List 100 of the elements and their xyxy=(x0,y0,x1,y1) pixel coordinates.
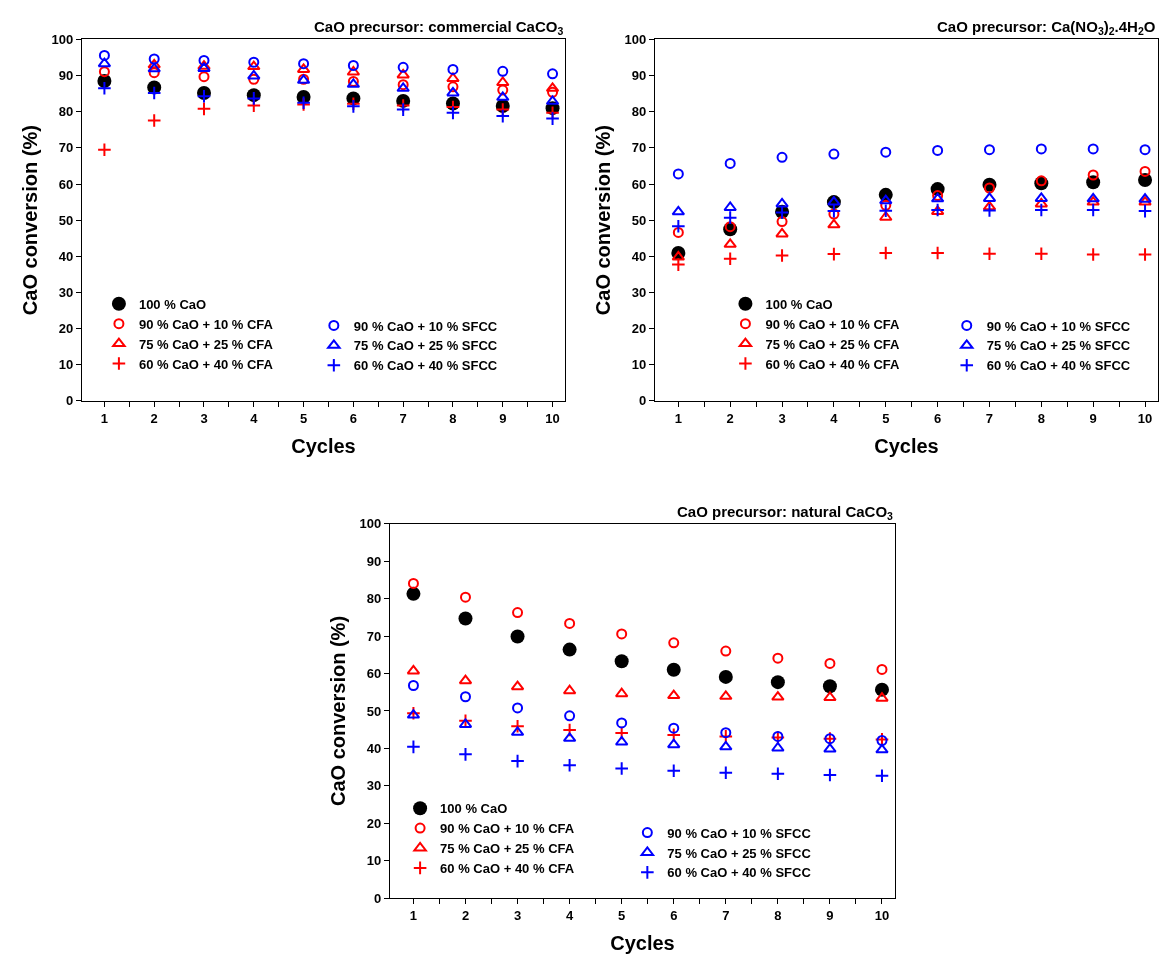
y-tick-label: 20 xyxy=(58,321,74,337)
point xyxy=(666,689,681,700)
point xyxy=(459,591,471,603)
point xyxy=(1139,165,1151,177)
legend-label: 100 % CaO xyxy=(765,296,833,312)
point xyxy=(723,201,737,212)
legend-label: 60 % CaO + 40 % CFA xyxy=(765,356,901,372)
x-axis-title: Cycles xyxy=(291,435,356,458)
y-tick-label: 80 xyxy=(631,104,647,120)
x-tick-label: 3 xyxy=(513,907,522,923)
y-tick-label: 60 xyxy=(366,666,382,682)
y-tick-label: 80 xyxy=(58,104,74,120)
x-tick-label: 10 xyxy=(874,907,890,923)
y-tick-label: 30 xyxy=(631,284,647,300)
point xyxy=(562,684,577,695)
point xyxy=(875,692,889,702)
point xyxy=(247,60,261,71)
legend-label: 100 % CaO xyxy=(440,801,508,817)
y-tick-label: 60 xyxy=(58,176,74,192)
x-tick-label: 7 xyxy=(399,410,407,426)
x-tick-label: 9 xyxy=(826,907,834,923)
point xyxy=(875,743,889,754)
y-tick-label: 10 xyxy=(631,357,647,373)
x-tick-label: 1 xyxy=(100,410,109,426)
x-tick-label: 3 xyxy=(200,410,208,426)
legend-label: 75 % CaO + 25 % SFCC xyxy=(353,338,498,354)
point xyxy=(720,727,732,739)
y-axis-title: CaO conversion (%) xyxy=(592,125,615,316)
x-tick-label: 2 xyxy=(150,410,158,426)
point xyxy=(1034,197,1049,208)
point xyxy=(614,654,629,669)
point xyxy=(822,767,838,783)
y-tick-label: 50 xyxy=(58,212,74,228)
point xyxy=(1087,169,1099,181)
legend-label: 90 % CaO + 10 % CFA xyxy=(765,316,901,332)
point xyxy=(827,218,841,229)
point xyxy=(512,607,524,619)
y-tick-label: 100 xyxy=(359,516,382,532)
point xyxy=(775,227,789,238)
point xyxy=(298,58,310,70)
point xyxy=(828,208,840,220)
point xyxy=(827,196,841,206)
point xyxy=(407,577,419,589)
point xyxy=(616,628,628,640)
legend-label: 75 % CaO + 25 % SFCC xyxy=(667,845,812,861)
point xyxy=(564,617,576,629)
point xyxy=(458,747,473,762)
x-tick-label: 7 xyxy=(722,907,730,923)
y-tick-label: 80 xyxy=(366,591,382,607)
point xyxy=(147,62,161,73)
point xyxy=(672,168,684,180)
point xyxy=(616,717,628,729)
point xyxy=(824,657,836,669)
point xyxy=(146,85,162,101)
y-tick-label: 40 xyxy=(58,248,74,264)
point xyxy=(1085,202,1101,218)
point xyxy=(97,80,112,96)
point xyxy=(98,49,110,61)
y-tick-label: 30 xyxy=(366,778,382,794)
legend-label: 60 % CaO + 40 % CFA xyxy=(138,356,274,372)
x-axis-title: Cycles xyxy=(610,932,675,955)
point xyxy=(930,245,945,261)
point xyxy=(666,738,681,749)
point xyxy=(458,674,473,685)
point xyxy=(771,741,785,752)
point xyxy=(722,210,738,225)
legend-label: 75 % CaO + 25 % SFCC xyxy=(986,338,1131,354)
point xyxy=(724,157,736,169)
point xyxy=(1085,247,1101,262)
point xyxy=(198,71,210,83)
x-tick-label: 5 xyxy=(299,410,308,426)
point xyxy=(97,57,112,68)
point xyxy=(510,753,525,769)
y-tick-label: 10 xyxy=(58,357,74,373)
point xyxy=(406,739,421,755)
point xyxy=(146,113,162,128)
point xyxy=(826,246,842,262)
point xyxy=(878,203,894,219)
y-tick-label: 30 xyxy=(58,284,74,300)
point xyxy=(248,73,260,85)
x-tick-label: 8 xyxy=(774,907,782,923)
point xyxy=(458,713,473,728)
point xyxy=(147,58,161,69)
point xyxy=(562,757,577,773)
point xyxy=(774,248,790,263)
legend-label: 60 % CaO + 40 % CFA xyxy=(440,860,575,876)
legend-label: 90 % CaO + 10 % CFA xyxy=(440,821,575,837)
point xyxy=(148,67,160,79)
point xyxy=(982,203,997,218)
point xyxy=(671,205,686,216)
y-tick-label: 70 xyxy=(58,140,74,156)
point xyxy=(512,702,524,714)
point xyxy=(771,691,785,701)
x-tick-label: 6 xyxy=(670,907,678,923)
point xyxy=(822,679,837,694)
point xyxy=(671,257,686,272)
point xyxy=(545,111,560,126)
point xyxy=(722,251,738,267)
point xyxy=(445,105,461,121)
y-tick-label: 50 xyxy=(631,212,647,228)
